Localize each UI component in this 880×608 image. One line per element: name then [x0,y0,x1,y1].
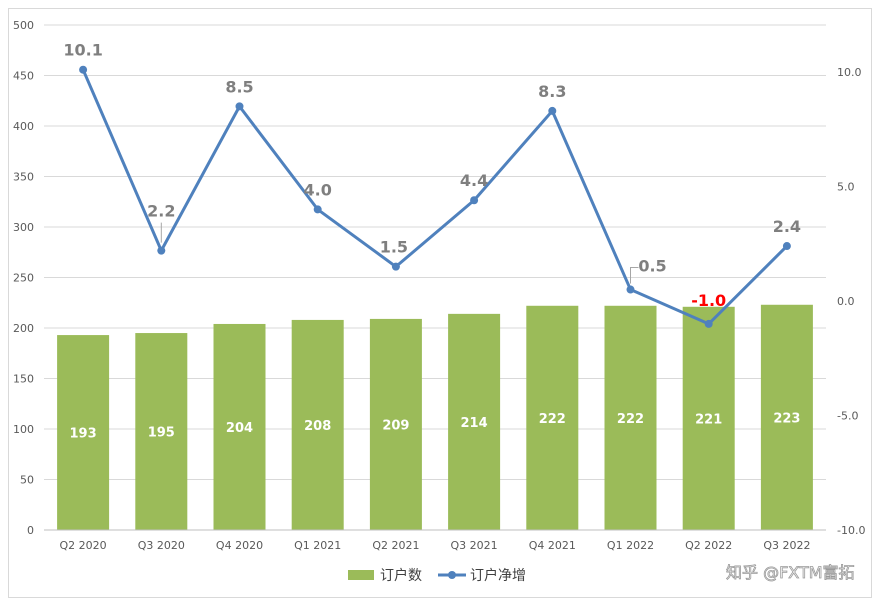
left-tick-label: 0 [27,524,34,537]
line-point [391,262,400,271]
label-leader-line [630,267,639,284]
bar-value-label: 222 [539,412,566,427]
bar [369,318,422,530]
right-tick-label: 10.0 [837,66,862,79]
bar-value-label: 208 [304,419,331,434]
x-tick-label: Q2 2021 [372,539,419,552]
bar [526,305,579,530]
left-tick-label: 250 [13,272,34,285]
x-tick-label: Q3 2020 [138,539,185,552]
legend-label-line: 订户净增 [470,567,526,584]
legend-label-bar: 订户数 [380,567,422,584]
bar [760,304,813,530]
line-point [470,196,479,205]
bar [213,323,266,530]
left-tick-label: 100 [13,423,34,436]
line-value-label: 8.5 [225,77,253,96]
bar-value-label: 222 [617,412,644,427]
left-tick-label: 200 [13,322,34,335]
line-value-label: 10.1 [63,41,102,60]
left-tick-label: 350 [13,171,34,184]
line-point [626,285,635,294]
series-line [81,69,788,326]
right-tick-label: -10.0 [837,524,865,537]
x-tick-label: Q3 2021 [451,539,498,552]
line-point [782,242,791,251]
bar-value-label: 214 [461,416,488,431]
right-tick-label: 5.0 [837,181,855,194]
left-tick-label: 150 [13,373,34,386]
line-point [79,65,88,74]
watermark: 知乎 @FXTM富拓 [726,563,855,582]
x-tick-label: Q2 2020 [60,539,107,552]
line-value-label: 2.2 [147,202,175,221]
bar [135,333,188,530]
chart-frame [8,8,872,598]
bar-value-label: 195 [148,426,175,441]
line-labels: 10.1 2.2 8.5 4.0 1.5 4.4 8.3 0.5 -1.0 2.4 [63,41,801,310]
bar [57,335,110,530]
bar-value-label: 223 [773,411,800,426]
right-tick-label: -5.0 [837,410,858,423]
x-tick-label: Q4 2021 [529,539,576,552]
bar [604,305,657,530]
bar-value-label: 221 [695,412,722,427]
line-value-label: 1.5 [380,238,408,257]
x-tick-label: Q3 2022 [763,539,810,552]
line-point [548,106,557,115]
line-point [313,205,322,214]
legend: 订户数 订户净增 [348,567,526,584]
bar-series [57,304,813,530]
bar-labels: 193 195 204 208 209 214 222 222 221 223 [70,411,801,441]
left-axis-ticks: 0 50 100 150 200 250 300 350 400 450 500 [13,19,34,537]
x-tick-label: Q1 2022 [607,539,654,552]
left-tick-label: 300 [13,221,34,234]
x-tick-label: Q1 2021 [294,539,341,552]
line-point [704,319,713,328]
left-tick-label: 50 [20,474,34,487]
line-point [235,102,244,111]
line-value-label: 2.4 [773,217,801,236]
line-value-label: 8.3 [538,82,566,101]
x-tick-label: Q4 2020 [216,539,263,552]
line-value-label: 4.4 [460,171,488,190]
bar [291,319,344,530]
line-value-label: -1.0 [691,291,726,310]
bar [448,313,501,530]
bar-value-label: 204 [226,421,253,436]
bar-value-label: 209 [382,418,409,433]
line-point [157,246,166,255]
left-tick-label: 400 [13,120,34,133]
legend-swatch-line-marker [448,571,456,579]
legend-swatch-bar [348,570,374,580]
x-tick-label: Q2 2022 [685,539,732,552]
bar [682,306,735,530]
left-tick-label: 500 [13,19,34,32]
right-axis-ticks: -10.0 -5.0 0.0 5.0 10.0 [837,66,865,537]
bar-value-label: 193 [70,427,97,442]
x-axis-ticks: Q2 2020 Q3 2020 Q4 2020 Q1 2021 Q2 2021 Q3 20… [60,539,811,552]
left-tick-label: 450 [13,70,34,83]
line-value-label: 0.5 [638,257,666,276]
line-series [79,65,791,328]
line-value-label: 4.0 [304,180,332,199]
right-tick-label: 0.0 [837,295,855,308]
